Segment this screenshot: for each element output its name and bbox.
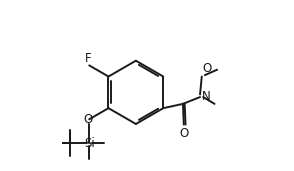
Text: O: O bbox=[179, 127, 188, 140]
Text: Si: Si bbox=[84, 137, 95, 150]
Text: F: F bbox=[85, 51, 92, 65]
Text: O: O bbox=[203, 62, 212, 75]
Text: N: N bbox=[201, 90, 210, 103]
Text: O: O bbox=[84, 113, 93, 126]
